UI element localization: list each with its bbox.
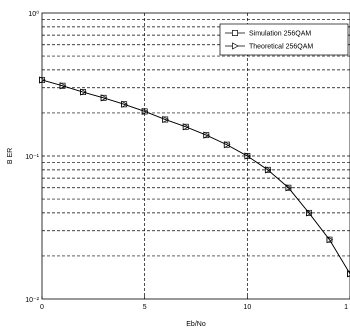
data-point-theoretical (80, 88, 87, 96)
data-point-theoretical (203, 131, 210, 139)
data-point-theoretical (326, 236, 334, 244)
x-tick-label: 10 (243, 304, 251, 311)
x-tick-label: 1 (344, 304, 348, 311)
data-point-theoretical (223, 141, 231, 149)
x-tick-label: 0 (40, 304, 44, 311)
y-axis-label: B ER (7, 148, 14, 164)
data-point-theoretical (306, 209, 313, 217)
data-point-theoretical (285, 184, 293, 192)
legend-marker-triangle (232, 42, 239, 50)
data-point-theoretical (182, 123, 190, 131)
x-tick-label: 5 (143, 304, 147, 311)
data-point-theoretical (265, 166, 272, 174)
data-point-theoretical (162, 115, 169, 124)
y-tick-label: 10⁻¹ (25, 154, 39, 161)
plot-frame (41, 12, 350, 300)
data-point-theoretical (100, 94, 108, 102)
data-point-theoretical (121, 100, 128, 108)
data-point-theoretical (141, 107, 149, 116)
data-point-theoretical (59, 82, 67, 90)
legend-label: Simulation 256QAM (249, 31, 311, 38)
data-point-theoretical (347, 270, 350, 278)
x-axis-label: Eb/No (186, 321, 206, 328)
data-point-theoretical (244, 152, 252, 160)
legend-marker-square (232, 30, 238, 36)
legend-box (219, 23, 349, 56)
series-line (41, 79, 350, 275)
legend: Simulation 256QAM Theoretical 256QAM (219, 23, 349, 56)
y-tick-label: 10⁻² (25, 297, 39, 304)
tick-group: 0 5 10 1 10⁻² 10⁻¹ 10⁰ (25, 10, 350, 311)
legend-label: Theoretical 256QAM (249, 44, 313, 51)
y-tick-label: 10⁰ (28, 10, 39, 18)
series-group (39, 76, 350, 278)
